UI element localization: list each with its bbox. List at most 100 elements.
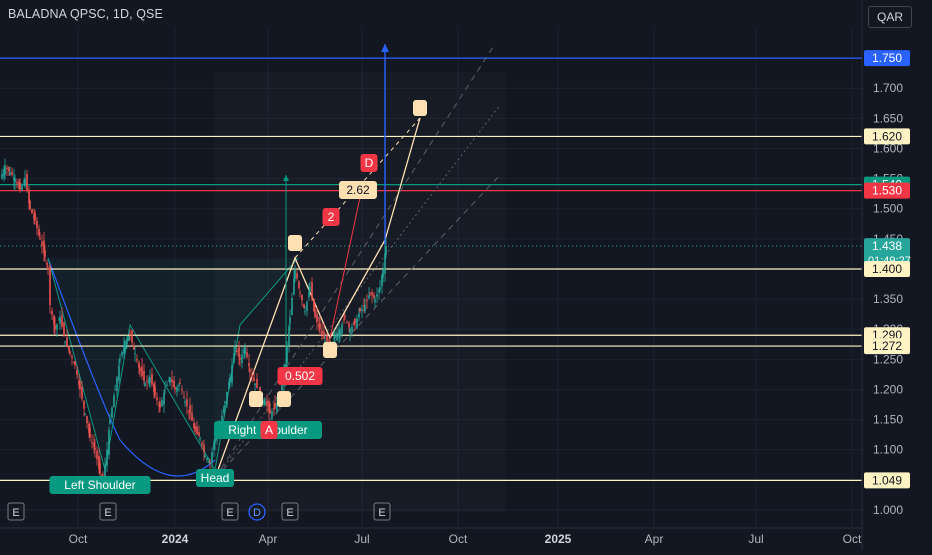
candle-body-19 [31, 209, 33, 214]
pattern-label-bg-0 [49, 476, 151, 494]
point-marker-4 [277, 391, 291, 407]
candle-body-93 [154, 386, 156, 396]
price-badge-1: 1.620 [872, 129, 902, 143]
candle-body-80 [133, 345, 135, 350]
candle-body-172 [286, 346, 288, 363]
candle-body-146 [243, 349, 245, 354]
candle-body-7 [11, 171, 13, 175]
candle-body-24 [39, 238, 41, 240]
hs-outline [47, 257, 299, 472]
event-marker-circle-3 [248, 503, 266, 521]
price-badge-0: 1.750 [872, 51, 902, 65]
candle-body-69 [114, 389, 116, 391]
price-badge-bg-3 [864, 182, 910, 199]
candle-body-232 [385, 246, 387, 255]
candle-body-66 [109, 419, 111, 424]
price-badge-8: 1.049 [872, 473, 902, 487]
candle-body-95 [158, 404, 160, 406]
candle-body-31 [51, 311, 53, 315]
candle-body-84 [139, 367, 141, 372]
candle-body-214 [356, 318, 358, 329]
candle-body-119 [198, 431, 200, 437]
candle-body-159 [264, 401, 266, 406]
horizontal-levels[interactable] [0, 57, 862, 482]
candle-body-106 [176, 387, 178, 392]
candle-body-221 [368, 295, 370, 299]
candle-body-68 [113, 395, 115, 408]
candle-body-185 [308, 291, 310, 298]
candle-body-229 [381, 274, 383, 287]
candle-body-37 [61, 315, 63, 327]
candle-body-10 [16, 182, 18, 184]
candle-body-118 [196, 426, 198, 435]
candle-body-152 [253, 377, 255, 382]
point-marker-2 [323, 342, 337, 358]
pattern-label-5: 2.62 [346, 183, 370, 197]
candle-body-75 [124, 341, 126, 350]
candle-body-164 [273, 408, 275, 410]
candle-body-139 [231, 365, 233, 384]
candle-body-22 [36, 220, 38, 228]
candle-body-144 [239, 357, 241, 360]
candle-body-21 [34, 212, 36, 221]
currency-button[interactable]: QAR [868, 6, 912, 28]
candle-body-147 [244, 347, 246, 355]
time-axis[interactable]: Oct 2024 Apr Jul Oct 2025 Apr Jul Oct [0, 527, 862, 546]
candle-body-72 [119, 359, 121, 361]
candle-body-192 [319, 323, 321, 330]
candle-body-193 [321, 330, 323, 335]
x-tick-label-8: Oct [843, 532, 862, 546]
candle-body-39 [64, 341, 66, 343]
candle-body-150 [249, 369, 251, 372]
candle-body-138 [229, 377, 231, 383]
candle-body-127 [211, 452, 213, 463]
candle-body-36 [59, 317, 61, 324]
candle-body-74 [123, 344, 125, 354]
candle-body-65 [108, 429, 110, 456]
candle-body-141 [234, 347, 236, 349]
candle-body-101 [168, 379, 170, 381]
event-marker-box-0 [7, 502, 25, 521]
y-tick-label-1: 1.700 [873, 81, 903, 95]
candle-body-42 [69, 351, 71, 354]
candle-body-203 [338, 330, 340, 338]
candle-body-184 [306, 301, 308, 312]
candle-body-224 [373, 294, 375, 298]
cup-curve [47, 257, 216, 477]
candle-body-60 [99, 463, 101, 474]
event-marker-box-4 [281, 502, 299, 521]
candle-body-176 [293, 278, 295, 295]
candle-body-158 [263, 400, 265, 403]
candle-body-12 [19, 182, 21, 191]
candle-body-145 [241, 354, 243, 364]
candle-body-231 [384, 253, 386, 274]
candle-body-34 [56, 324, 58, 330]
event-marker-0: E [12, 507, 19, 519]
candle-body-140 [233, 353, 235, 363]
candle-body-137 [228, 382, 230, 390]
measure-arrow-head [283, 175, 289, 181]
candle-body-6 [9, 172, 11, 175]
candle-body-45 [74, 361, 76, 366]
candle-body-59 [98, 455, 100, 469]
candle-body-174 [289, 317, 291, 324]
y-tick-label-11: 1.200 [873, 382, 903, 396]
point-marker-0 [288, 235, 302, 251]
candle-body-17 [28, 189, 30, 203]
pattern-label-4: 2 [328, 210, 335, 224]
candle-body-110 [183, 396, 185, 398]
candle-body-87 [144, 383, 146, 386]
candle-body-56 [93, 442, 95, 448]
target-arrow-head [381, 44, 389, 52]
candle-body-227 [378, 289, 380, 292]
candle-body-79 [131, 330, 133, 343]
grid [0, 28, 862, 528]
candle-body-206 [343, 319, 345, 321]
x-tick-label-1: 2024 [162, 532, 189, 546]
candle-body-129 [214, 437, 216, 443]
candle-body-53 [88, 423, 90, 433]
